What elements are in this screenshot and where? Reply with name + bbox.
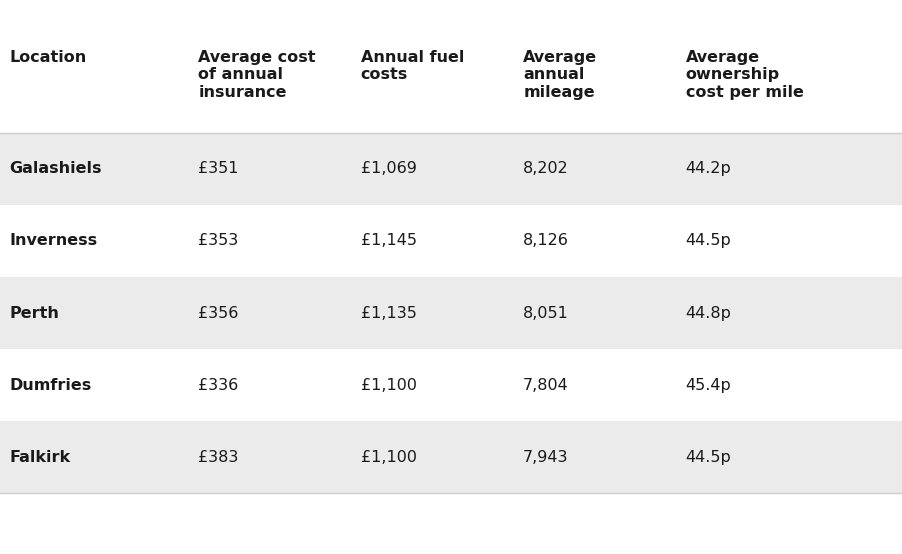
Text: £351: £351 — [198, 161, 239, 177]
Text: Annual fuel
costs: Annual fuel costs — [361, 50, 465, 82]
Text: 44.2p: 44.2p — [686, 161, 732, 177]
Text: £1,135: £1,135 — [361, 305, 417, 321]
Text: 8,051: 8,051 — [523, 305, 569, 321]
Text: 44.5p: 44.5p — [686, 449, 732, 465]
Text: 44.8p: 44.8p — [686, 305, 732, 321]
Text: 44.5p: 44.5p — [686, 233, 732, 249]
Bar — [0, 277, 902, 349]
Text: Average
annual
mileage: Average annual mileage — [523, 50, 597, 100]
Text: £1,100: £1,100 — [361, 377, 417, 393]
Text: £356: £356 — [198, 305, 239, 321]
Text: Galashiels: Galashiels — [9, 161, 102, 177]
Text: 7,804: 7,804 — [523, 377, 569, 393]
Bar — [0, 0, 902, 133]
Text: £1,069: £1,069 — [361, 161, 417, 177]
Bar — [0, 205, 902, 277]
Bar — [0, 421, 902, 493]
Text: 7,943: 7,943 — [523, 449, 568, 465]
Text: Dumfries: Dumfries — [9, 377, 91, 393]
Text: Perth: Perth — [9, 305, 59, 321]
Text: Average cost
of annual
insurance: Average cost of annual insurance — [198, 50, 316, 100]
Text: 8,202: 8,202 — [523, 161, 569, 177]
Bar — [0, 133, 902, 205]
Text: Location: Location — [9, 50, 87, 65]
Text: Inverness: Inverness — [9, 233, 97, 249]
Text: Falkirk: Falkirk — [9, 449, 70, 465]
Text: 45.4p: 45.4p — [686, 377, 732, 393]
Text: £383: £383 — [198, 449, 239, 465]
Text: £336: £336 — [198, 377, 239, 393]
Text: Average
ownership
cost per mile: Average ownership cost per mile — [686, 50, 804, 100]
Text: £353: £353 — [198, 233, 239, 249]
Text: 8,126: 8,126 — [523, 233, 569, 249]
Text: £1,145: £1,145 — [361, 233, 417, 249]
Text: £1,100: £1,100 — [361, 449, 417, 465]
Bar — [0, 349, 902, 421]
